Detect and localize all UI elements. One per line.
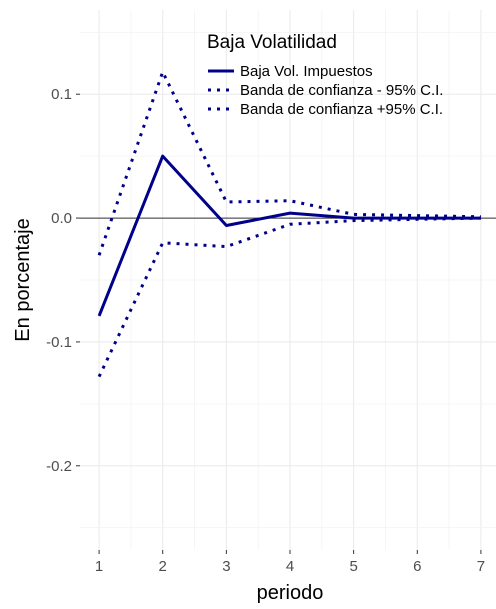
x-tick-label: 2: [159, 558, 167, 575]
x-tick-label: 5: [349, 558, 357, 575]
series-line-3: [97, 70, 481, 256]
legend: Baja Volatilidad Baja Vol. Impuestos Band…: [207, 32, 443, 118]
x-tick-label: 1: [95, 558, 103, 575]
legend-label-1: Baja Vol. Impuestos: [240, 63, 373, 80]
y-axis-ticks: -0.2 -0.1 0.0 0.1: [46, 86, 80, 475]
x-axis-ticks: 1 2 3 4 5 6 7: [95, 550, 485, 575]
series-group: [97, 70, 481, 378]
legend-label-3: Banda de confianza +95% C.I.: [240, 101, 443, 118]
y-tick-label: 0.1: [51, 86, 72, 103]
legend-title: Baja Volatilidad: [207, 32, 337, 53]
x-axis-title: periodo: [257, 582, 324, 604]
x-tick-label: 3: [222, 558, 230, 575]
x-tick-label: 6: [413, 558, 421, 575]
y-tick-label: -0.1: [46, 334, 72, 351]
grid: [80, 10, 496, 550]
series-line-2: [97, 216, 481, 378]
y-tick-label: 0.0: [51, 210, 72, 227]
y-tick-label: -0.2: [46, 458, 72, 475]
y-axis-title: En porcentaje: [12, 218, 34, 341]
x-tick-label: 4: [286, 558, 294, 575]
x-tick-label: 7: [477, 558, 485, 575]
legend-label-2: Banda de confianza - 95% C.I.: [240, 82, 443, 99]
